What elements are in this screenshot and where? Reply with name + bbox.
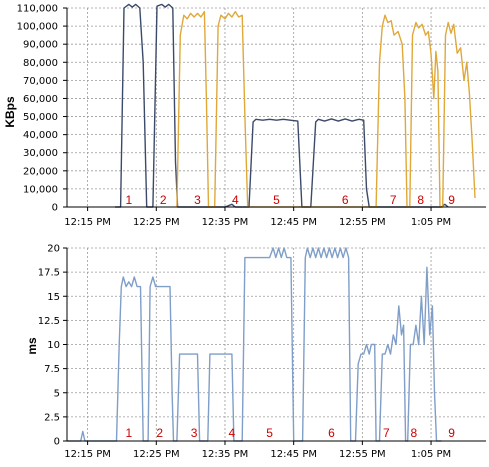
chart-latency-lines xyxy=(67,247,442,442)
chart-kbps-y-tick-label: 20,000 xyxy=(23,166,58,177)
chart-kbps-y-tick-label: 100,000 xyxy=(17,22,58,33)
chart-kbps-segment-label: 6 xyxy=(342,193,349,207)
chart-latency-segment-label: 8 xyxy=(411,426,418,440)
chart-latency-y-tick-label: 12.5 xyxy=(38,316,60,327)
chart-latency-x-tick-label: 12:25 PM xyxy=(133,449,180,460)
chart-kbps-x-tick-label: 12:35 PM xyxy=(202,217,249,228)
chart-kbps-x-tick-label: 12:45 PM xyxy=(270,217,317,228)
chart-kbps-series-line-2 xyxy=(176,10,476,208)
chart-latency-y-tick-label: 15 xyxy=(47,292,60,303)
chart-kbps-segment-label: 4 xyxy=(232,193,239,207)
chart-latency-y-tick-label: 0 xyxy=(54,437,60,448)
chart-kbps-y-tick-label: 70,000 xyxy=(23,76,58,87)
chart-kbps-y-tick-label: 50,000 xyxy=(23,112,58,123)
chart-latency-y-tick-label: 20 xyxy=(47,244,60,255)
chart-latency-y-tick-label: 7.5 xyxy=(44,364,60,375)
chart-kbps-x-tick-label: 12:55 PM xyxy=(339,217,386,228)
chart-latency-x-tick-label: 1:05 PM xyxy=(411,449,451,460)
chart-kbps-x-tick-label: 12:25 PM xyxy=(133,217,180,228)
chart-latency-segment-label: 9 xyxy=(448,426,455,440)
chart-latency-segment-label: 4 xyxy=(229,426,236,440)
chart-kbps-y-tick-label: 10,000 xyxy=(23,184,58,195)
chart-kbps-segment-label: 3 xyxy=(194,193,201,207)
chart-kbps-y-axis-label: KBps xyxy=(3,96,17,128)
chart-latency-x-tick-label: 12:45 PM xyxy=(270,449,317,460)
chart-latency-segment-label: 6 xyxy=(328,426,335,440)
chart-kbps-segment-label: 2 xyxy=(160,193,167,207)
chart-latency-y-tick-label: 10 xyxy=(47,340,60,351)
chart-kbps-segment-label: 5 xyxy=(273,193,280,207)
chart-latency-segment-labels: 1 2 3 4 5 6 7 8 9 xyxy=(125,426,455,440)
chart-kbps-ticks: 0 10,000 20,000 30,000 40,000 50,000 60,000 70,… xyxy=(17,4,452,229)
chart-latency-segment-label: 3 xyxy=(191,426,198,440)
chart-latency-series-line-1 xyxy=(67,247,442,442)
chart-latency-x-tick-label: 12:55 PM xyxy=(339,449,386,460)
chart-kbps-y-tick-label: 30,000 xyxy=(23,148,58,159)
chart-kbps-segment-label: 7 xyxy=(390,193,397,207)
chart-kbps-y-tick-label: 90,000 xyxy=(23,40,58,51)
chart-kbps-y-tick-label: 0 xyxy=(52,203,58,214)
chart-latency-x-tick-label: 12:15 PM xyxy=(64,449,111,460)
chart-latency-segment-label: 5 xyxy=(266,426,273,440)
chart-kbps-segment-label: 1 xyxy=(125,193,132,207)
chart-kbps-x-tick-label: 12:15 PM xyxy=(64,217,111,228)
chart-kbps-grid xyxy=(67,7,486,207)
chart-kbps-segment-label: 9 xyxy=(448,193,455,207)
chart-kbps-series-line-1 xyxy=(115,3,449,208)
chart-latency-segment-label: 1 xyxy=(125,426,132,440)
chart-latency-y-tick-label: 17.5 xyxy=(38,268,60,279)
chart-latency-x-tick-label: 12:35 PM xyxy=(202,449,249,460)
chart-kbps-segment-labels: 1 2 3 4 5 6 7 8 9 xyxy=(125,193,455,207)
chart-latency-grid xyxy=(67,247,486,441)
chart-kbps-y-tick-label: 110,000 xyxy=(17,4,58,15)
chart-kbps-axes xyxy=(66,8,486,208)
chart-latency-y-axis-label: ms xyxy=(25,337,39,355)
chart-kbps-y-tick-label: 60,000 xyxy=(23,94,58,105)
chart-kbps-y-tick-label: 80,000 xyxy=(23,58,58,69)
chart-kbps: 0 10,000 20,000 30,000 40,000 50,000 60,000 70,… xyxy=(3,3,486,229)
chart-kbps-lines xyxy=(115,3,476,208)
chart-kbps-x-tick-label: 1:05 PM xyxy=(411,217,451,228)
chart-latency-segment-label: 2 xyxy=(156,426,163,440)
chart-kbps-y-tick-label: 40,000 xyxy=(23,130,58,141)
chart-latency-y-tick-label: 5 xyxy=(54,388,60,399)
chart-latency-segment-label: 7 xyxy=(383,426,390,440)
chart-kbps-segment-label: 8 xyxy=(417,193,424,207)
chart-latency-y-tick-label: 2.5 xyxy=(44,412,60,423)
